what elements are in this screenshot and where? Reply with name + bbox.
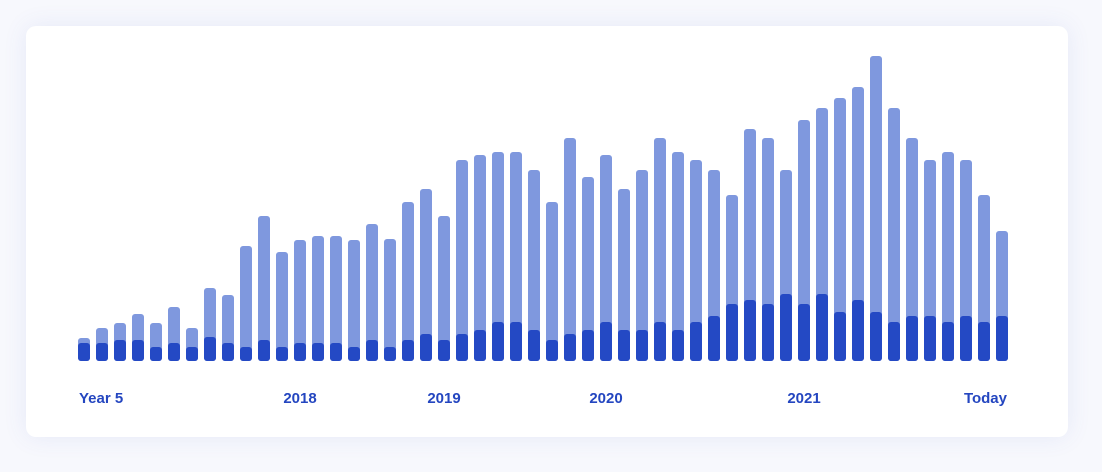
bar [834,98,846,361]
bar [366,224,378,361]
bar [978,322,990,361]
bar [996,316,1008,361]
bar [762,304,774,361]
bar [510,322,522,361]
bar [420,189,432,361]
bar [240,347,252,361]
bar [942,152,954,361]
bar [348,347,360,361]
bar [744,300,756,361]
bar [330,343,342,361]
bar [240,246,252,361]
bar [690,160,702,361]
bar [708,170,720,361]
bar [978,195,990,361]
bar [222,343,234,361]
bar [384,347,396,361]
bar [204,337,216,361]
bar [258,216,270,361]
bar [564,334,576,361]
bar [672,330,684,361]
bar [384,239,396,361]
x-tick-label: Today [964,390,1008,407]
bar [402,202,414,361]
bar [636,330,648,361]
bar [150,347,162,361]
x-tick-label: Year 5 [79,390,123,407]
bar [906,138,918,361]
bar [492,152,504,361]
bar [312,236,324,361]
bar [942,322,954,361]
bar [870,56,882,361]
bar [816,294,828,361]
bar [474,330,486,361]
bar [438,216,450,361]
bar [276,252,288,361]
bar [312,343,324,361]
bar [726,304,738,361]
bar [510,152,522,361]
bar [636,170,648,361]
bar [780,294,792,361]
bar [924,160,936,361]
bar [870,312,882,361]
bar [564,138,576,361]
bar [852,87,864,361]
bar [366,340,378,361]
bar [402,340,414,361]
bar [924,316,936,361]
bar [708,316,720,361]
bar [960,316,972,361]
x-tick-label: 2019 [427,390,460,407]
bar [654,322,666,361]
x-tick-label: 2018 [283,390,316,407]
bar [492,322,504,361]
bar [546,340,558,361]
bar [294,240,306,361]
bar [654,138,666,361]
bar [618,330,630,361]
bar [168,343,180,361]
bar [294,343,306,361]
bar [420,334,432,361]
bar [672,152,684,361]
bar [96,343,108,361]
bar [546,202,558,361]
bar [258,340,270,361]
bar [528,170,540,361]
bar [132,340,144,361]
bar [186,347,198,361]
bar [798,304,810,361]
bar [582,330,594,361]
bar [600,322,612,361]
bar [618,189,630,361]
bar [276,347,288,361]
bar [582,177,594,361]
bar [456,334,468,361]
bar [888,322,900,361]
x-tick-label: 2021 [787,390,820,407]
bar [852,300,864,361]
bar [600,155,612,361]
bar [528,330,540,361]
bar [114,340,126,361]
bar [906,316,918,361]
x-tick-label: 2020 [589,390,622,407]
bar [438,340,450,361]
bar [888,108,900,361]
bar [690,322,702,361]
bar [348,240,360,361]
bar [474,155,486,361]
bar [330,236,342,361]
bar [798,120,810,361]
bar [834,312,846,361]
bar [960,160,972,361]
bar [456,160,468,361]
bar [78,343,90,361]
